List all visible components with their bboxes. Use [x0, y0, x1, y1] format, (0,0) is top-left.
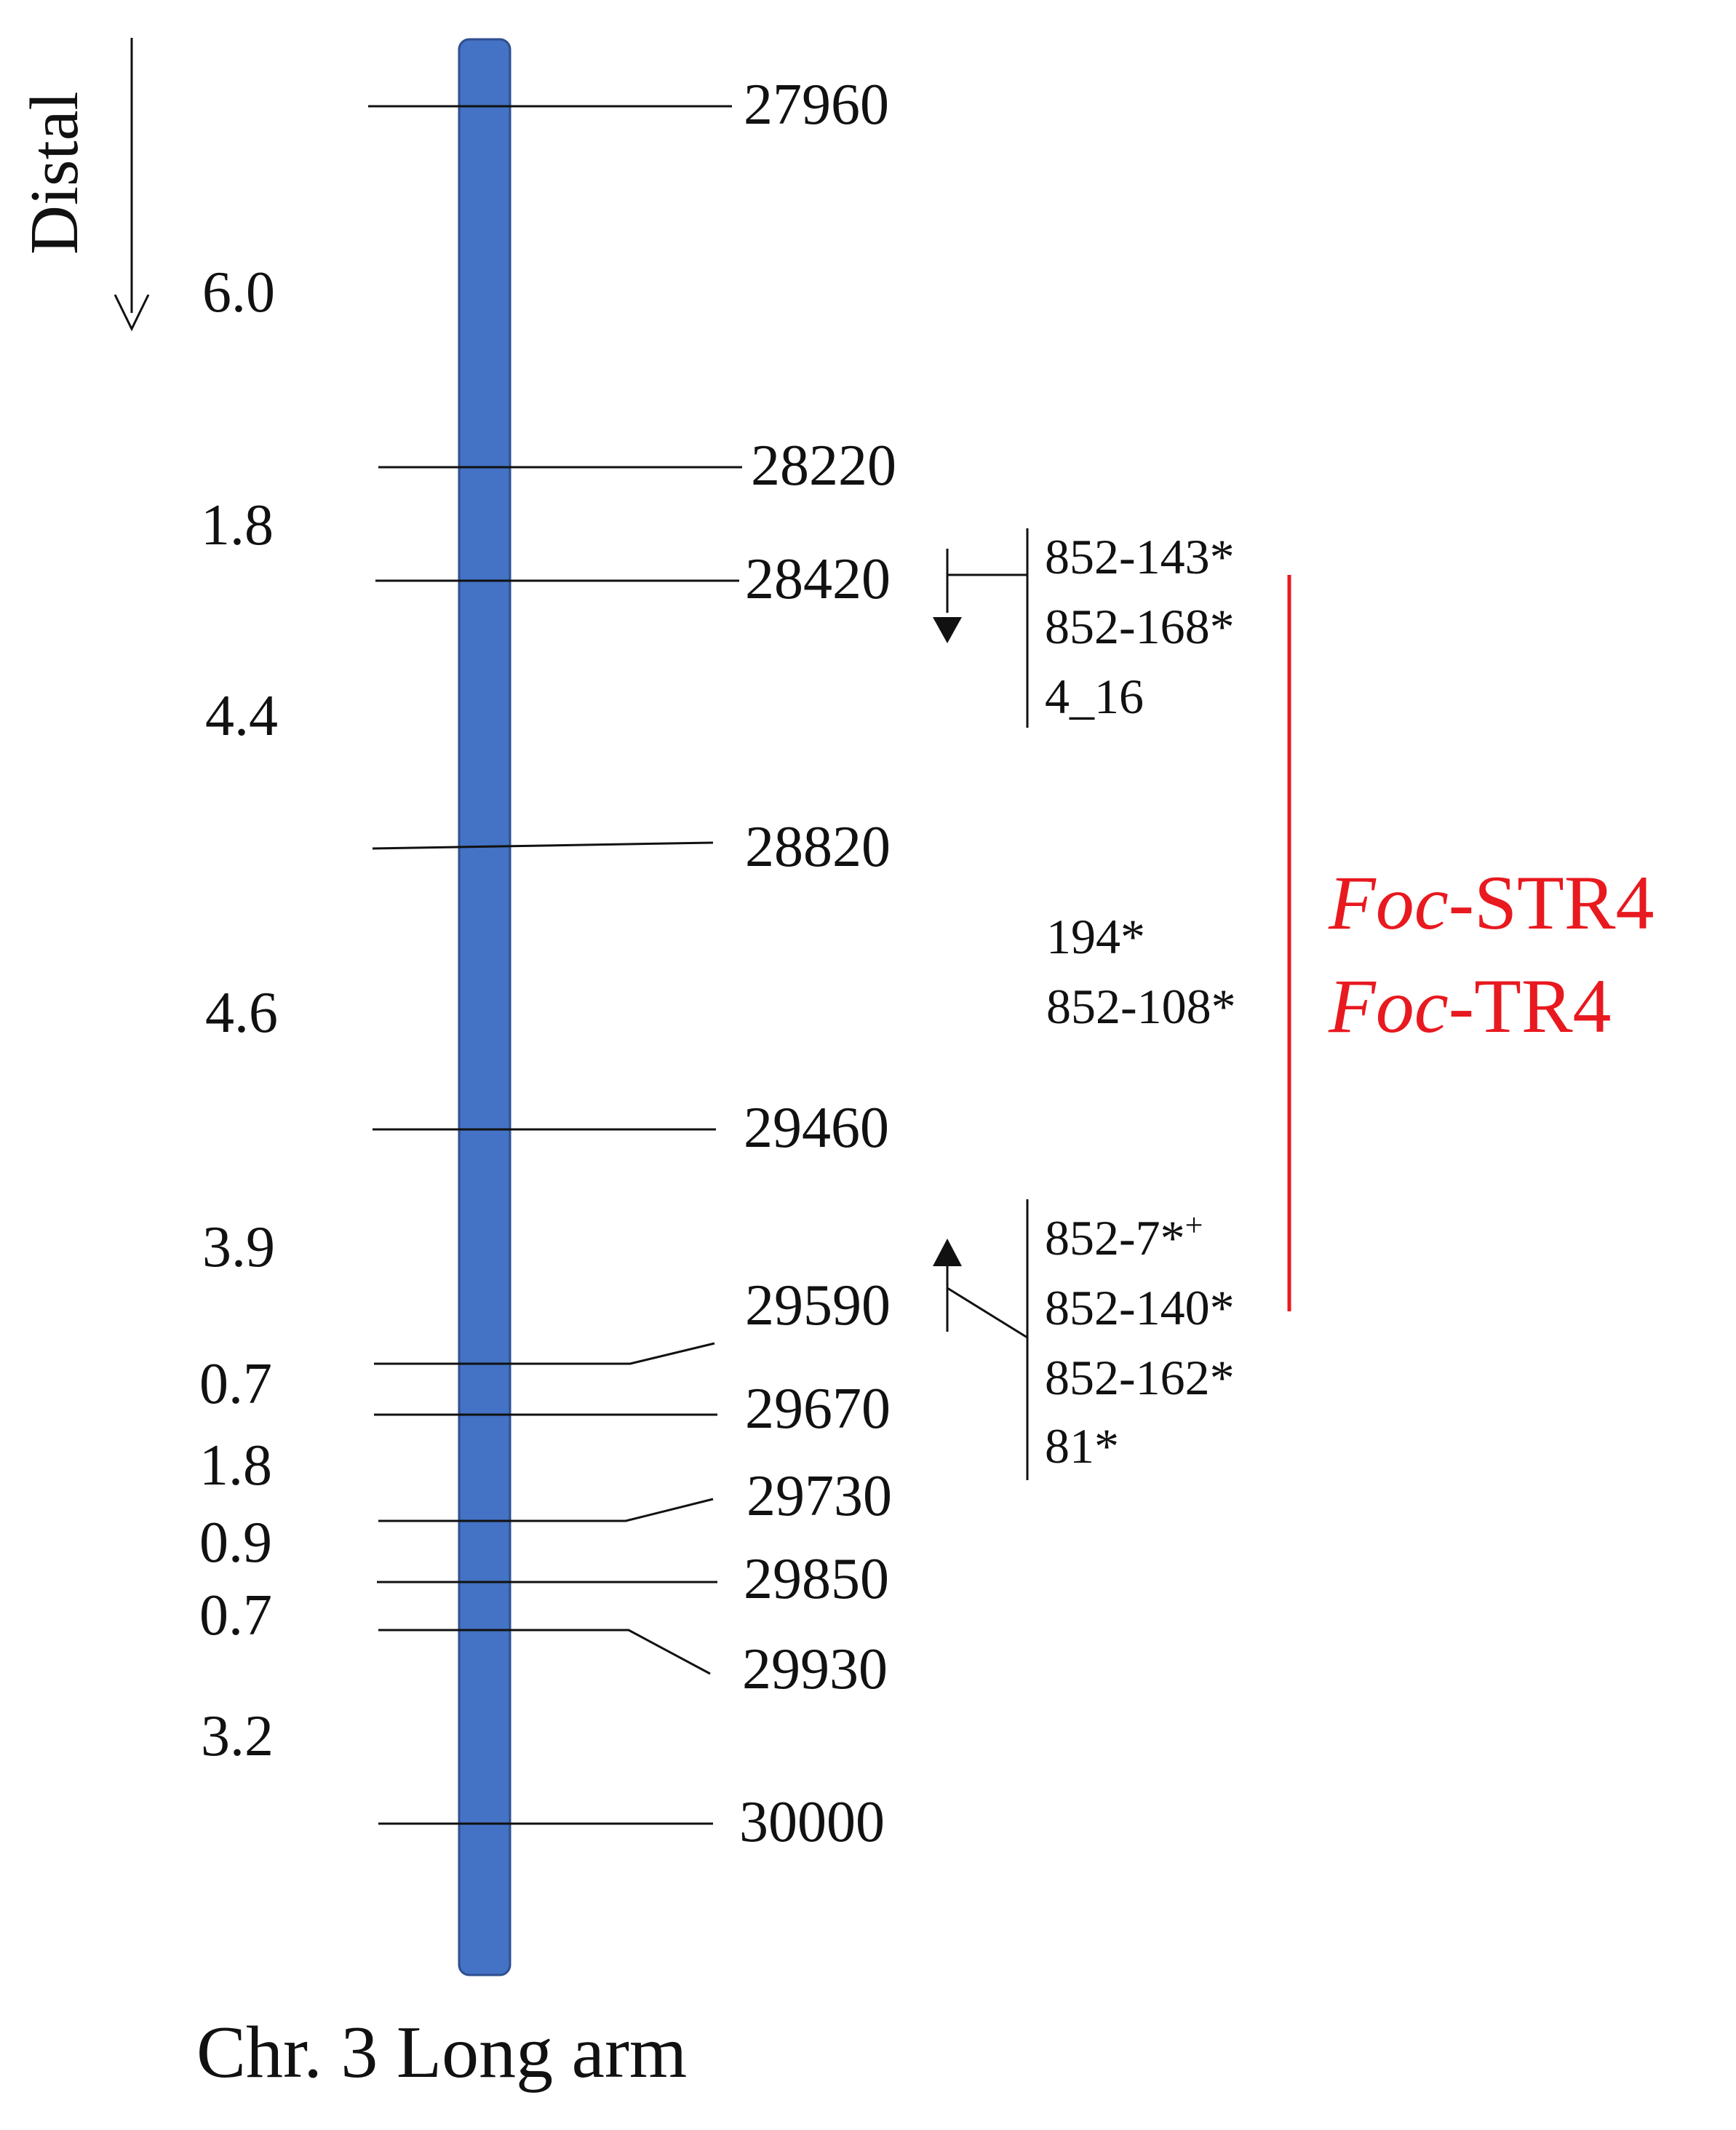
marker-group-middle: 194* 852-108* — [1046, 909, 1236, 1034]
position-label: 29730 — [746, 1464, 892, 1528]
distance-label: 4.4 — [205, 684, 278, 748]
chromosome-bar — [458, 38, 511, 1976]
marker-label: 852-140* — [1045, 1280, 1235, 1335]
resistance-locus-label: Foc-TR4 — [1328, 963, 1612, 1049]
marker-label: 852-168* — [1045, 599, 1235, 654]
distance-label: 6.0 — [202, 261, 275, 325]
marker-label: 81* — [1045, 1418, 1119, 1474]
position-label: 30000 — [739, 1790, 885, 1854]
position-line-28820 — [372, 841, 714, 850]
position-line-29930 — [378, 1629, 711, 1675]
position-label: 27960 — [744, 73, 889, 137]
marker-label: 4_16 — [1045, 669, 1144, 724]
distance-label: 4.6 — [205, 981, 278, 1045]
distance-label: 3.9 — [202, 1215, 275, 1279]
position-labels: 27960 28220 28420 28820 29460 29590 2967… — [739, 73, 896, 1854]
distance-label: 0.9 — [199, 1511, 272, 1575]
position-label: 28420 — [745, 547, 891, 611]
marker-label: 852-162* — [1045, 1350, 1235, 1405]
marker-superscript: + — [1185, 1207, 1203, 1243]
up-arrow-icon — [933, 1239, 962, 1266]
distal-label: Distal — [17, 91, 92, 255]
distance-label: 1.8 — [199, 1434, 272, 1498]
distance-label: 0.7 — [199, 1583, 272, 1648]
resistance-locus-label: Foc-STR4 — [1328, 860, 1655, 945]
lower-marker-bracket — [933, 1199, 1029, 1480]
marker-label: 852-143* — [1045, 529, 1235, 584]
position-label: 29670 — [745, 1377, 891, 1441]
position-line-29730 — [378, 1498, 714, 1522]
marker-group-upper: 852-143* 852-168* 4_16 — [1045, 529, 1235, 724]
down-arrow-icon — [933, 617, 962, 643]
marker-label: 852-108* — [1046, 979, 1236, 1034]
position-label: 29930 — [742, 1637, 888, 1701]
position-line-29590 — [374, 1342, 715, 1365]
position-label: 28220 — [751, 434, 896, 498]
position-lines — [368, 105, 742, 1825]
marker-label: 194* — [1046, 909, 1145, 964]
chromosome-caption: Chr. 3 Long arm — [196, 2011, 687, 2094]
distal-arrow-head — [114, 294, 150, 332]
marker-group-lower: 852-7*+ 852-140* 852-162* 81* — [1045, 1207, 1235, 1474]
position-label: 29850 — [744, 1547, 889, 1611]
position-label: 28820 — [745, 815, 891, 879]
marker-label: 852-7*+ — [1045, 1207, 1203, 1265]
distance-label: 3.2 — [201, 1704, 274, 1768]
distance-label: 1.8 — [201, 493, 274, 557]
upper-marker-bracket — [933, 528, 1029, 728]
position-label: 29590 — [745, 1273, 891, 1338]
distance-labels: 6.0 1.8 4.4 4.6 3.9 0.7 1.8 0.9 0.7 3.2 — [199, 261, 278, 1768]
position-label: 29460 — [744, 1096, 889, 1160]
distance-label: 0.7 — [199, 1352, 272, 1416]
